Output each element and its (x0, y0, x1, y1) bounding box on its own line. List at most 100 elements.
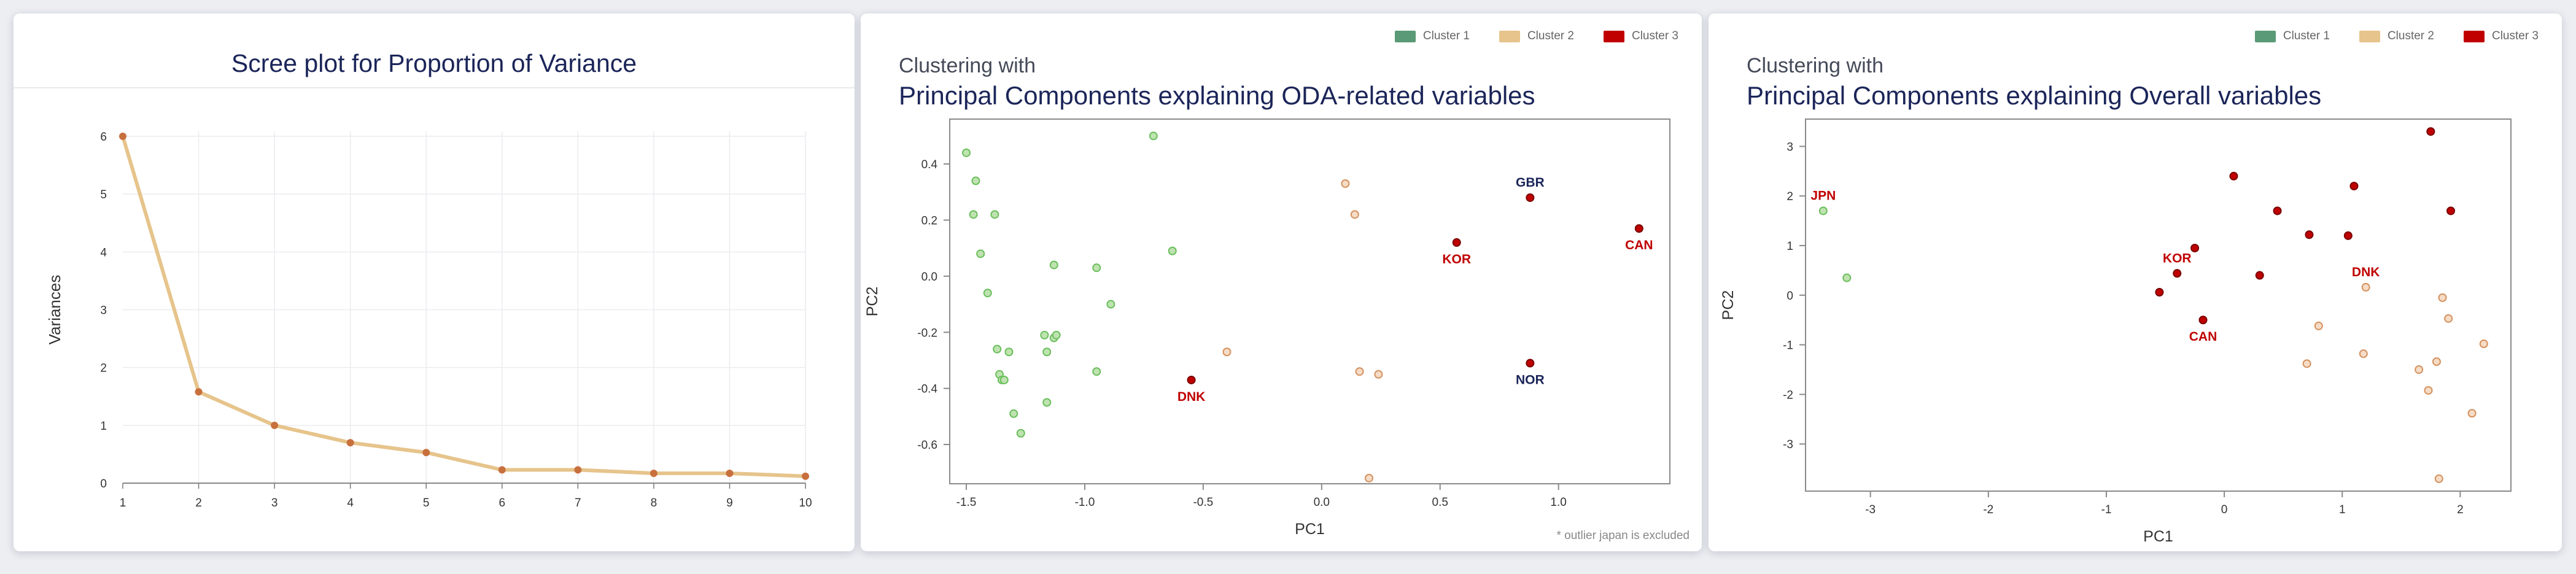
data-point-cluster-3 (2446, 206, 2456, 215)
x-tick-label: 3 (271, 497, 278, 510)
x-tick-label: 0 (2221, 503, 2228, 516)
point-label-kor: KOR (1442, 252, 1471, 266)
legend-swatch-cluster-2 (1499, 30, 1520, 42)
legend-item-cluster-2: Cluster 2 (1499, 29, 1574, 43)
x-tick-label: 2 (2457, 503, 2464, 516)
overall-scatter-panel: Cluster 1 Cluster 2 Cluster 3 Clustering… (1709, 14, 2562, 551)
x-tick-label: 7 (575, 497, 581, 510)
data-point-cluster-1 (1009, 409, 1018, 418)
y-tick-label: 3 (100, 304, 107, 317)
data-point-cluster-1 (962, 148, 971, 157)
point-label-jpn: JPN (1810, 188, 1836, 203)
chart-title: Principal Components explaining ODA-rela… (899, 81, 1535, 110)
y-tick-label: 2 (100, 362, 107, 375)
data-point (271, 421, 279, 429)
data-point-cluster-1 (1042, 347, 1052, 357)
x-axis-label: PC1 (2143, 528, 2173, 545)
data-point-cluster-1 (969, 210, 978, 219)
data-point-cluster-2 (2432, 357, 2441, 367)
data-point-cluster-3 (1526, 359, 1535, 368)
y-tick-label: 0.4 (921, 158, 938, 171)
data-point-cluster-1 (1040, 330, 1049, 339)
y-axis-label: PC2 (1720, 290, 1737, 320)
y-tick-label: 3 (1787, 141, 1793, 153)
x-tick-label: 2 (195, 497, 202, 510)
data-point (498, 466, 506, 474)
y-tick-label: 0 (1787, 290, 1793, 303)
legend-item-cluster-1: Cluster 1 (2254, 29, 2330, 43)
data-point-cluster-1 (983, 289, 992, 298)
data-point-cluster-3 (2173, 269, 2182, 278)
x-tick-label: -0.5 (1193, 496, 1213, 509)
legend-item-cluster-1: Cluster 1 (1394, 29, 1470, 43)
series-line (121, 136, 806, 478)
data-point (119, 133, 126, 140)
y-tick-label: 1 (1787, 240, 1793, 253)
y-tick-label: 6 (100, 131, 107, 144)
data-point-cluster-3 (2426, 127, 2435, 136)
y-tick-label: 5 (100, 188, 107, 201)
x-tick-label: 10 (799, 497, 812, 510)
data-point-cluster-3 (1187, 375, 1196, 384)
data-point-cluster-3 (2343, 231, 2353, 240)
data-point-cluster-1 (1842, 273, 1852, 282)
chart-subtitle: Clustering with (1747, 54, 1884, 77)
legend-swatch-cluster-3 (2463, 30, 2485, 42)
data-point-cluster-1 (1092, 263, 1101, 273)
x-tick-label: -1.0 (1075, 496, 1095, 509)
point-label-nor: NOR (1516, 373, 1545, 387)
point-label-gbr: GBR (1516, 176, 1545, 190)
overall-scatter-svg: -3 -2 -1 0 1 2 3 2 1 0 -1 -2 -3 PC1 PC2 JPN KOR CAN DNK (1720, 118, 2512, 545)
data-point (650, 469, 658, 477)
y-tick-label: -0.4 (917, 383, 937, 396)
y-tick-label: 4 (100, 246, 107, 259)
data-point-cluster-1 (1106, 300, 1115, 309)
plot-frame (1805, 118, 2512, 492)
data-point-cluster-1 (976, 249, 985, 258)
legend-item-cluster-3: Cluster 3 (1603, 29, 1678, 43)
y-tick-label: 0.0 (921, 271, 937, 284)
y-tick-label: -0.2 (917, 327, 937, 339)
x-tick-label: 8 (651, 497, 658, 510)
data-point-cluster-1 (1168, 246, 1177, 255)
x-tick-label: 4 (347, 497, 354, 510)
legend-label-cluster-2: Cluster 2 (2387, 29, 2434, 42)
data-point-cluster-2 (2302, 359, 2311, 368)
point-label-dnk: DNK (1177, 390, 1206, 404)
y-tick-label: 2 (1787, 190, 1793, 203)
data-point-cluster-3 (1526, 193, 1535, 202)
data-point-cluster-2 (1374, 370, 1383, 379)
data-point-cluster-2 (2415, 365, 2424, 374)
legend: Cluster 1 Cluster 2 Cluster 3 (1394, 29, 1678, 43)
data-point-cluster-1 (999, 375, 1009, 384)
legend-swatch-cluster-3 (1603, 30, 1624, 42)
data-point-cluster-1 (971, 176, 980, 185)
x-axis-label: PC1 (1295, 521, 1325, 538)
legend-label-cluster-1: Cluster 1 (2283, 29, 2330, 42)
data-point-cluster-2 (1364, 473, 1373, 483)
data-point-cluster-1 (1092, 367, 1101, 376)
data-point-cluster-2 (2479, 339, 2488, 349)
legend-item-cluster-3: Cluster 3 (2463, 29, 2539, 43)
data-point-cluster-1 (1016, 429, 1025, 438)
legend-swatch-cluster-2 (2359, 30, 2380, 42)
y-axis-label: Variances (45, 275, 64, 345)
chart-title: Principal Components explaining Overall … (1747, 81, 2322, 110)
data-point (802, 472, 809, 480)
x-tick-label: 9 (726, 497, 733, 510)
data-point-cluster-3 (1452, 238, 1461, 247)
data-point-cluster-1 (1042, 398, 1052, 407)
outlier-note: * outlier japan is excluded (1556, 529, 1690, 542)
data-point-cluster-3 (2190, 244, 2200, 253)
data-point-cluster-3 (2349, 182, 2359, 191)
data-point-cluster-2 (2434, 474, 2443, 483)
data-point-cluster-1 (1818, 206, 1828, 215)
data-point-cluster-2 (1350, 210, 1359, 219)
data-point (574, 466, 582, 474)
scree-plot-title: Scree plot for Proportion of Variance (231, 49, 637, 77)
data-point-cluster-2 (2444, 314, 2453, 323)
plot-frame (949, 118, 1670, 484)
data-point-cluster-2 (2361, 282, 2370, 292)
data-point-cluster-3 (1634, 224, 1643, 233)
